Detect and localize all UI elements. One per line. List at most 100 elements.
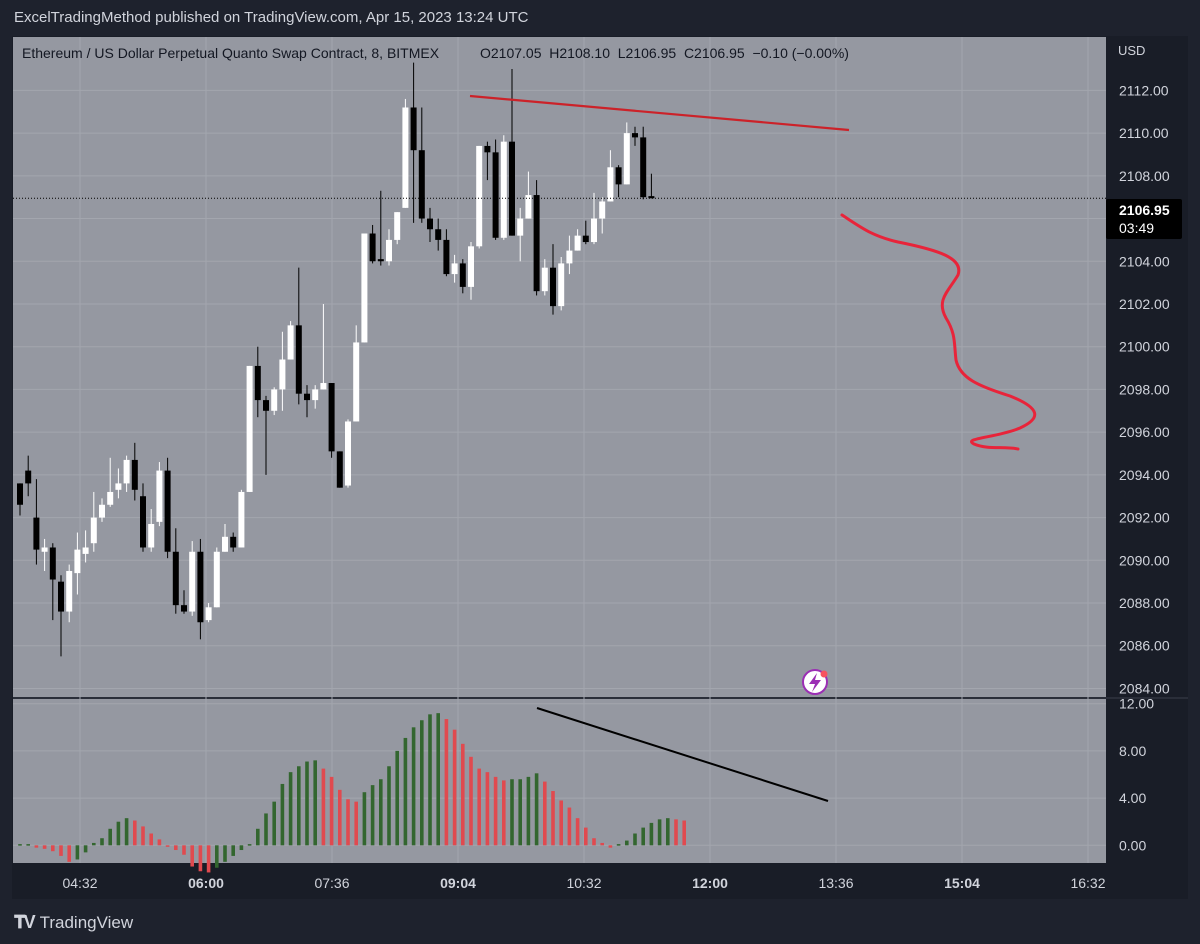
candle-body (197, 551, 204, 623)
candle-body (181, 605, 187, 612)
candle-body (492, 152, 499, 238)
histogram-bar (321, 768, 326, 846)
histogram-bar (370, 785, 375, 846)
chart-title: Ethereum / US Dollar Perpetual Quanto Sw… (22, 45, 440, 61)
histogram-bar (75, 845, 80, 860)
histogram-bar (124, 818, 129, 846)
candle-body (246, 365, 253, 492)
candle-body (566, 250, 573, 264)
candle-body (558, 263, 565, 307)
price-tick-label: 2094.00 (1119, 467, 1170, 483)
histogram-bar (338, 789, 342, 846)
candle-body (58, 581, 64, 612)
candle-body (443, 239, 450, 275)
candle-body (164, 470, 171, 552)
histogram-bar (272, 801, 276, 846)
price-axis[interactable]: 2084.00 2086.00 2088.00 2090.00 2092.00 2094.… (1119, 82, 1170, 696)
histogram-bar (567, 807, 572, 846)
candle-body (533, 195, 540, 292)
time-axis[interactable]: 04:32 06:00 07:36 09:04 10:32 12:00 13:36 15:04… (62, 875, 1105, 891)
time-tick-label: 07:36 (314, 875, 349, 891)
histogram-bar (239, 845, 244, 851)
candle-body (222, 536, 228, 552)
histogram-bar (59, 845, 63, 856)
candle-body (336, 451, 343, 488)
price-tick-label: 2104.00 (1119, 253, 1170, 269)
candle-body (623, 133, 630, 185)
histogram-bar (518, 779, 522, 846)
time-tick-label: 15:04 (944, 875, 980, 891)
projection-path[interactable] (840, 213, 1037, 451)
histogram-bar (493, 776, 498, 846)
candle-body (484, 145, 491, 153)
histogram-bar (584, 827, 588, 846)
candle-body (295, 325, 302, 394)
histogram-bar (633, 833, 637, 846)
histogram-bar (149, 833, 153, 846)
oscillator-axis[interactable]: 0.00 4.00 8.00 12.00 (1119, 696, 1154, 854)
publisher-text: ExcelTradingMethod published on TradingV… (14, 9, 529, 26)
histogram-bar (51, 845, 55, 852)
candle-body (140, 496, 146, 548)
candle-body (435, 229, 442, 240)
candle-body (648, 196, 655, 199)
histogram-bar (559, 800, 563, 846)
divergence-trendline[interactable] (536, 707, 829, 802)
candle-body (377, 259, 384, 262)
histogram-bar (92, 842, 96, 846)
time-tick-label: 09:04 (440, 875, 476, 891)
candle-body (254, 365, 261, 401)
histogram-bar (436, 713, 440, 846)
oscillator-tick-label: 8.00 (1119, 743, 1146, 759)
flash-icon[interactable] (802, 669, 828, 695)
histogram-bar (215, 845, 219, 868)
oscillator-tick-label: 0.00 (1119, 837, 1146, 853)
histogram-bar (575, 818, 580, 846)
candle-body (550, 267, 556, 307)
histogram-bar (67, 845, 71, 862)
time-tick-label: 10:32 (566, 875, 601, 891)
histogram-bar (641, 827, 645, 846)
candle-body (304, 393, 310, 401)
candle-body (131, 459, 138, 490)
candle-body (582, 235, 589, 243)
tradingview-brand: TradingView (39, 912, 134, 932)
bar-countdown: 03:49 (1119, 220, 1154, 236)
histogram-bar (108, 828, 112, 846)
tradingview-logo[interactable]: 𝐓V TradingView (14, 912, 133, 933)
candle-body (148, 523, 155, 548)
candle-body (410, 107, 417, 151)
last-price-tag[interactable] (1106, 199, 1182, 239)
tradingview-logo-icon: 𝐓V (14, 912, 36, 932)
histogram-bar (83, 845, 88, 853)
histogram-bar (297, 766, 301, 846)
time-tick-label: 04:32 (62, 875, 97, 891)
ohlc-values: O2107.05 H2108.10 L2106.95 C2106.95 −0.1… (480, 45, 849, 61)
candle-body (418, 150, 425, 219)
price-tick-label: 2086.00 (1119, 638, 1170, 654)
histogram-bar (100, 838, 104, 846)
histogram-bar (231, 845, 235, 856)
resistance-trendline[interactable] (469, 94, 850, 132)
histogram-bar (354, 801, 358, 846)
price-tick-label: 2110.00 (1119, 125, 1169, 141)
currency-label[interactable]: USD (1118, 43, 1145, 58)
candle-body (640, 137, 647, 198)
histogram-bar (616, 844, 621, 846)
candle-body (476, 145, 483, 247)
candle-body (632, 133, 638, 138)
candle-body (574, 235, 581, 251)
histogram-bar (444, 719, 449, 846)
histogram-bar (600, 842, 604, 846)
histogram-bar (34, 845, 39, 848)
histogram-bar (428, 714, 432, 846)
histogram-bar (174, 845, 178, 851)
candle-body (172, 551, 179, 606)
price-tick-label: 2112.00 (1119, 82, 1169, 98)
candle-body (107, 491, 114, 505)
candle-body (17, 483, 23, 505)
candle-body (591, 218, 597, 243)
candle-body (615, 167, 622, 185)
histogram-bar (280, 783, 285, 846)
